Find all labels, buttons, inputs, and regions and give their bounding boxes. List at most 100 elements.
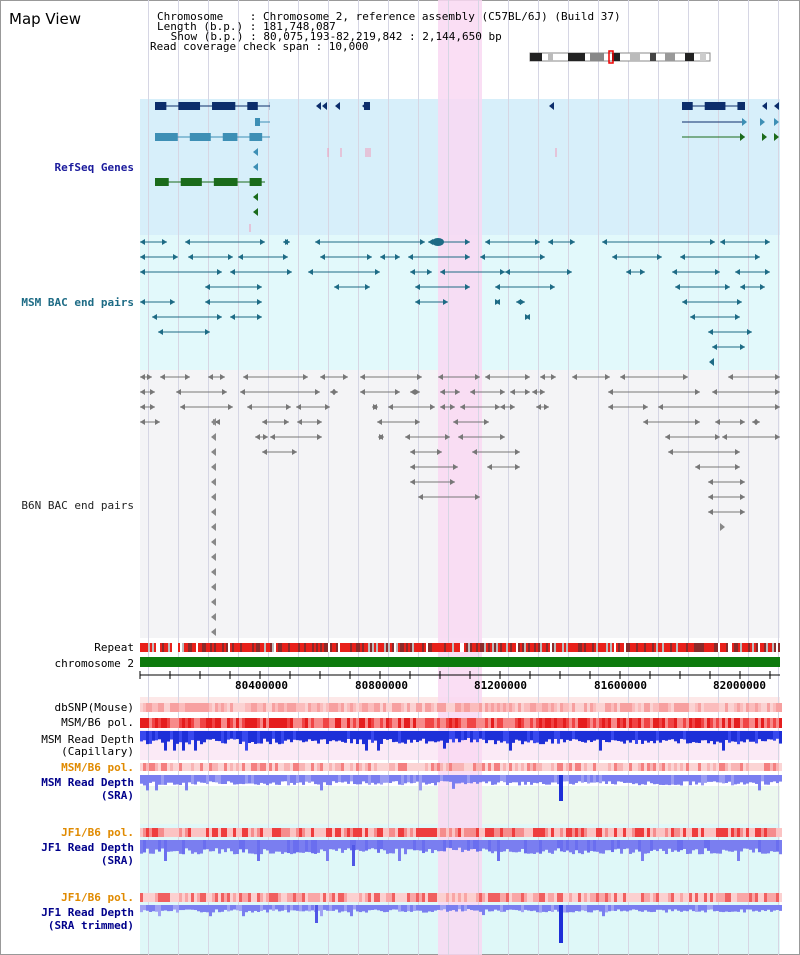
- repeat-block: [504, 643, 506, 652]
- repeat-block: [708, 643, 710, 652]
- polymorphism-cell: [461, 703, 464, 712]
- polymorphism-cell: [650, 763, 653, 771]
- polymorphism-cell: [515, 828, 518, 837]
- repeat-block: [324, 643, 326, 652]
- depth-bar: [554, 775, 557, 783]
- depth-bar: [290, 775, 293, 783]
- depth-bar: [521, 905, 524, 913]
- repeat-block: [206, 643, 208, 652]
- b6n-bac-track-label[interactable]: B6N BAC end pairs: [21, 499, 134, 512]
- polymorphism-cell: [212, 718, 215, 728]
- polymorphism-cell: [494, 703, 497, 712]
- polymorphism-cell: [662, 703, 665, 712]
- repeat-block: [488, 643, 490, 652]
- depth-bar: [320, 905, 323, 917]
- repeat-block: [762, 643, 764, 652]
- repeat-block: [428, 643, 430, 652]
- polymorphism-cell: [578, 703, 581, 712]
- depth-bar: [377, 731, 380, 751]
- repeat-block: [778, 643, 780, 652]
- polymorphism-cell: [293, 828, 296, 837]
- polymorphism-cell: [677, 718, 680, 728]
- depth-bar: [410, 840, 413, 850]
- polymorphism-cell: [659, 718, 662, 728]
- polymorphism-cell: [437, 718, 440, 728]
- polymorphism-cell: [440, 828, 443, 837]
- polymorphism-cell: [167, 893, 170, 902]
- polymorphism-cell: [380, 703, 383, 712]
- polymorphism-cell: [281, 828, 284, 837]
- polymorphism-cell: [593, 718, 596, 728]
- polymorphism-cell: [749, 703, 752, 712]
- depth-bar: [314, 731, 317, 741]
- polymorphism-cell: [431, 828, 434, 837]
- polymorphism-cell: [248, 828, 251, 837]
- polymorphism-cell: [206, 718, 209, 728]
- depth-bar: [722, 775, 725, 784]
- polymorphism-cell: [608, 828, 611, 837]
- repeat-block: [382, 643, 384, 652]
- bac-end: [152, 314, 157, 320]
- polymorphism-cell: [767, 703, 770, 712]
- polymorphism-cell: [740, 703, 743, 712]
- axis-tick-label: 80400000: [235, 679, 288, 692]
- polymorphism-cell: [290, 893, 293, 902]
- polymorphism-cell: [575, 763, 578, 771]
- bac-end: [728, 374, 733, 380]
- depth-bar: [533, 731, 536, 744]
- polymorphism-cell: [398, 763, 401, 771]
- bac-end: [140, 404, 145, 410]
- refseq-track-label[interactable]: RefSeq Genes: [54, 161, 134, 174]
- bac-end: [205, 284, 210, 290]
- bac-end: [417, 374, 422, 380]
- repeat-block: [682, 643, 684, 652]
- polymorphism-cell: [743, 893, 746, 902]
- depth-bar: [383, 775, 386, 783]
- depth-bar: [779, 840, 782, 855]
- depth-bar: [404, 840, 407, 855]
- polymorphism-cell: [179, 893, 182, 902]
- msm-bac-track-label[interactable]: MSM BAC end pairs: [21, 296, 134, 309]
- polymorphism-cell: [611, 703, 614, 712]
- polymorphism-cell: [425, 703, 428, 712]
- polymorphism-cell: [515, 718, 518, 728]
- polymorphism-cell: [698, 828, 701, 837]
- polymorphism-cell: [587, 893, 590, 902]
- polymorphism-cell: [500, 828, 503, 837]
- polymorphism-cell: [581, 703, 584, 712]
- depth-bar: [395, 840, 398, 849]
- depth-bar: [656, 731, 659, 741]
- polymorphism-cell: [245, 763, 248, 771]
- repeat-block: [636, 643, 638, 652]
- depth-bar: [602, 775, 605, 782]
- polymorphism-cell: [371, 893, 374, 902]
- polymorphism-cell: [707, 763, 710, 771]
- polymorphism-cell: [236, 763, 239, 771]
- depth-bar: [710, 775, 713, 782]
- depth-bar: [440, 905, 443, 911]
- repeat-block: [396, 643, 398, 652]
- polymorphism-cell: [749, 763, 752, 771]
- polymorphism-cell: [287, 828, 290, 837]
- bac-end: [487, 464, 492, 470]
- bac-end: [544, 404, 549, 410]
- depth-bar: [644, 840, 647, 854]
- depth-bar: [644, 775, 647, 785]
- depth-bar: [473, 775, 476, 783]
- polymorphism-cell: [155, 763, 158, 771]
- depth-bar: [299, 731, 302, 741]
- depth-bar: [452, 840, 455, 850]
- polymorphism-cell: [701, 893, 704, 902]
- depth-bar: [443, 905, 446, 910]
- polymorphism-cell: [392, 828, 395, 837]
- repeat-block: [334, 643, 336, 652]
- bac-end: [228, 404, 233, 410]
- polymorphism-cell: [584, 893, 587, 902]
- depth-bar: [296, 775, 299, 783]
- polymorphism-cell: [239, 763, 242, 771]
- polymorphism-cell: [638, 828, 641, 837]
- bac-end: [158, 329, 163, 335]
- polymorphism-cell: [662, 893, 665, 902]
- depth-bar: [527, 905, 530, 911]
